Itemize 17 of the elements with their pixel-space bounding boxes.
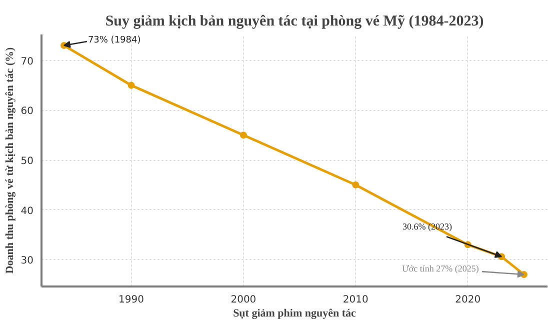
y-tick-label: 30 — [20, 256, 34, 267]
point — [240, 132, 247, 139]
x-axis-title: Sụt giảm phim nguyên tác — [233, 308, 356, 320]
x-tick-label: 2010 — [342, 294, 368, 306]
y-axis-title: Doanh thu phòng vé từ kịch bản nguyên tác (%) — [4, 46, 16, 274]
annotation: Ước tính 27% (2025) — [402, 264, 479, 274]
point — [352, 181, 360, 188]
y-tick-label: 70 — [20, 56, 34, 68]
x-tick-label: 2020 — [455, 294, 481, 306]
x-tick-label: 1990 — [118, 294, 144, 306]
point — [128, 82, 135, 89]
annotation: 73% (1984) — [88, 35, 141, 46]
y-tick-label: 60 — [20, 106, 34, 118]
y-tick-label: 50 — [20, 156, 34, 167]
chart-title: Suy giảm kịch bản nguyên tác tại phòng vé Mỹ (1984-2023) — [105, 14, 484, 30]
x-tick-label: 2000 — [230, 294, 256, 306]
y-tick-label: 40 — [20, 206, 34, 217]
